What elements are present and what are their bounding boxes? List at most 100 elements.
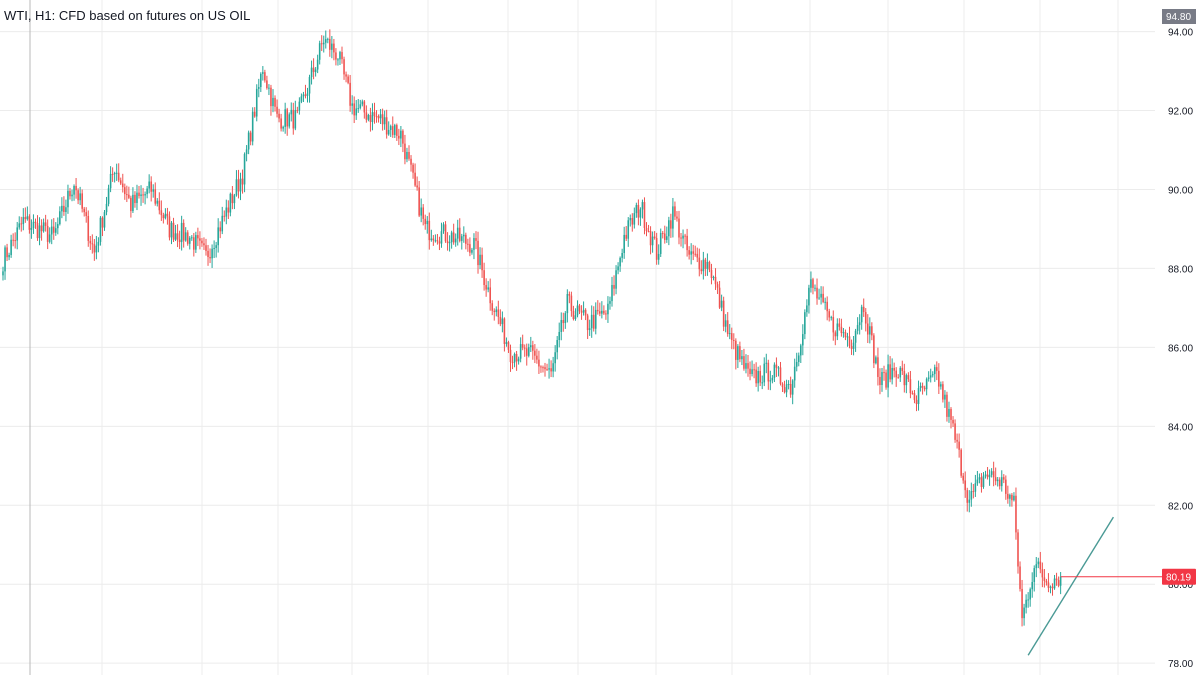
candle-down <box>46 219 49 250</box>
candle-down <box>938 363 940 394</box>
candle-down <box>759 365 761 387</box>
candle-down <box>274 95 276 112</box>
candle-up <box>996 477 999 487</box>
candle-up <box>751 360 753 377</box>
candle-down <box>909 370 912 399</box>
candle-down <box>572 305 575 321</box>
candle-up <box>724 314 727 333</box>
candle-down <box>497 300 500 325</box>
candle-down <box>645 222 648 237</box>
candle-down <box>1041 562 1044 588</box>
candle-down <box>889 356 891 383</box>
candle-up <box>527 343 530 358</box>
candle-down <box>826 296 828 321</box>
candle-up <box>728 324 731 340</box>
chart-title: WTI, H1: CFD based on futures on US OIL <box>4 8 251 23</box>
candle-up <box>666 226 668 243</box>
candle-down <box>901 360 904 375</box>
candle-up <box>797 352 800 367</box>
trendline[interactable] <box>1027 516 1115 656</box>
candle-down <box>1002 474 1005 484</box>
candle-down <box>349 74 351 112</box>
candle-up <box>1035 556 1038 578</box>
candle-down <box>994 467 997 486</box>
candle-up <box>73 184 75 201</box>
candle-up <box>288 112 291 129</box>
candle-up <box>745 354 747 374</box>
candle-down <box>168 211 171 241</box>
candle-up <box>976 470 979 486</box>
candle-up <box>842 328 845 338</box>
candle-down <box>779 361 782 386</box>
candle-up <box>339 50 341 66</box>
candle-up <box>144 191 146 205</box>
candle-down <box>193 232 195 257</box>
price-tick-label: 84.00 <box>1168 422 1193 433</box>
candle-up <box>629 214 632 227</box>
candle-up <box>243 152 246 193</box>
candle-down <box>428 212 431 250</box>
candle-up <box>836 318 839 341</box>
svg-text:80.19: 80.19 <box>1166 573 1191 584</box>
candle-down <box>643 197 646 235</box>
candle-down <box>834 330 837 346</box>
candle-up <box>607 296 609 323</box>
candle-down <box>562 312 565 332</box>
candle-up <box>574 308 577 321</box>
candle-up <box>99 216 102 246</box>
candle-up <box>763 357 766 387</box>
candle-down <box>343 56 345 80</box>
candle-up <box>113 171 116 183</box>
candle-up <box>22 208 25 231</box>
candle-up <box>810 271 812 293</box>
candle-up <box>245 145 248 162</box>
candle-down <box>960 448 962 478</box>
candle-up <box>657 244 660 265</box>
candle-down <box>893 362 895 378</box>
price-axis[interactable]: 78.00 80.00 82.00 84.00 86.00 88.00 90.00 92.00… <box>1162 9 1196 670</box>
candle-up <box>379 108 382 125</box>
candle-down <box>655 232 658 265</box>
candle-down <box>862 298 865 317</box>
candle-up <box>152 184 155 198</box>
candle-down <box>911 390 914 395</box>
candle-down <box>718 280 721 309</box>
candle-down <box>812 277 814 295</box>
candle-down <box>781 382 784 393</box>
candle-up <box>213 240 215 259</box>
candle-up <box>1053 574 1056 590</box>
last-price-badge: 80.19 <box>1162 568 1196 585</box>
candle-down <box>536 348 538 364</box>
candle-up <box>905 373 908 394</box>
candle-up <box>1013 492 1015 502</box>
candle-up <box>107 184 110 207</box>
candle-down <box>87 210 90 247</box>
candle-up <box>984 470 987 479</box>
candle-up <box>318 40 321 65</box>
candle-down <box>850 339 853 355</box>
candle-down <box>680 233 682 247</box>
candle-down <box>1045 578 1048 586</box>
candle-down <box>28 214 31 234</box>
overlays <box>1027 516 1163 656</box>
candle-down <box>365 105 368 123</box>
candle-up <box>919 382 922 392</box>
candle-down <box>838 318 841 331</box>
candle-up <box>61 197 63 219</box>
candle-up <box>463 226 465 243</box>
candle-down <box>864 308 867 332</box>
candle-up <box>109 166 112 193</box>
candle-down <box>6 243 8 262</box>
candle-down <box>34 218 37 229</box>
candle-up <box>54 222 57 236</box>
candle-down <box>710 263 713 285</box>
candle-down <box>329 29 331 57</box>
candle-down <box>373 102 376 124</box>
candle-up <box>558 322 561 348</box>
candle-down <box>507 340 510 353</box>
candle-down <box>599 302 601 317</box>
candle-down <box>124 183 126 200</box>
candle-up <box>601 301 603 319</box>
